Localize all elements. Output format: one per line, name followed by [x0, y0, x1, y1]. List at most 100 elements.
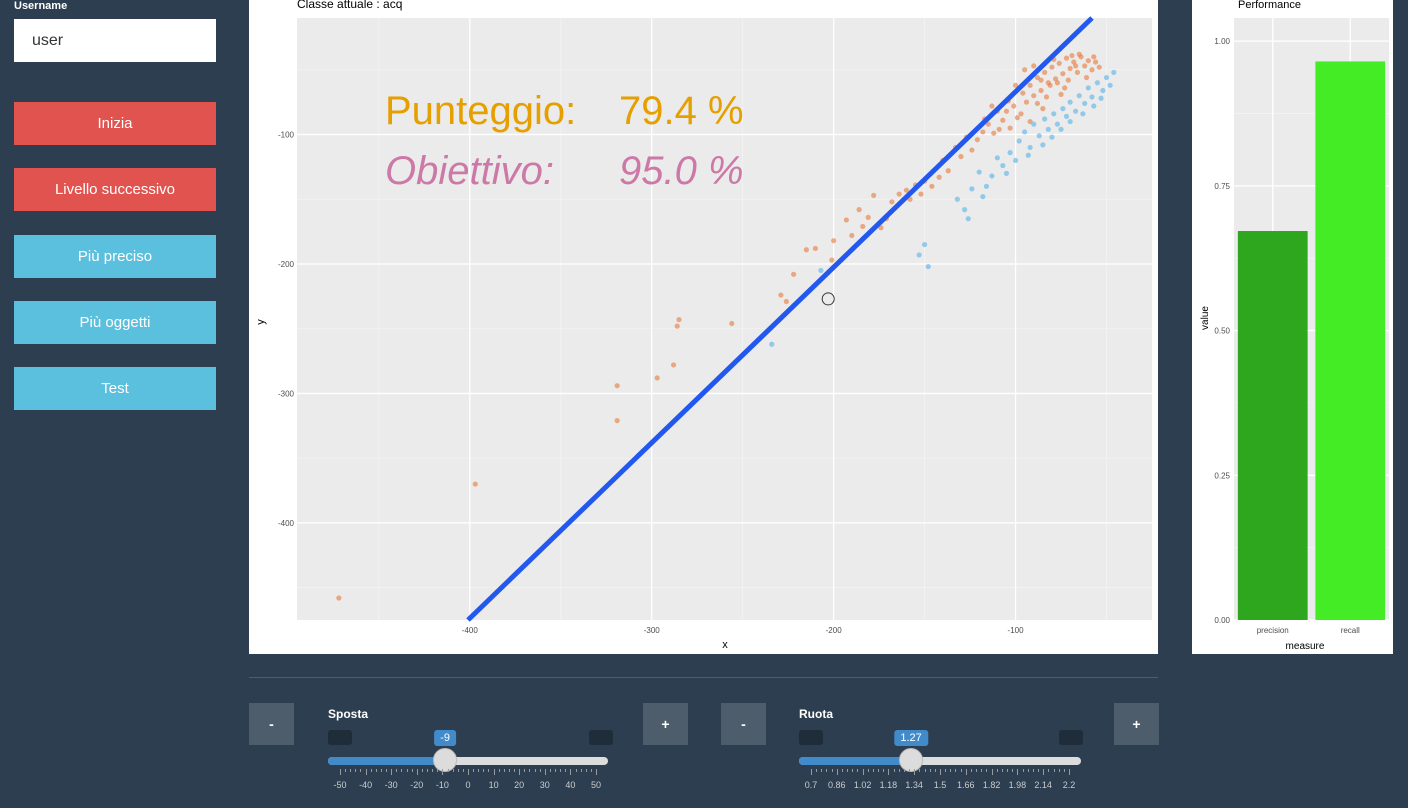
sposta-value-bubble: -9: [434, 730, 456, 746]
sposta-minor-tick: [452, 769, 454, 772]
sposta-slider-handle[interactable]: [433, 748, 458, 772]
data-point-blue: [1063, 113, 1070, 119]
data-point-blue: [1025, 152, 1031, 158]
sposta-minor-tick: [473, 769, 475, 772]
ruota-minor-tick: [1007, 769, 1009, 772]
data-point-blue: [1042, 116, 1048, 122]
test-button[interactable]: Test: [14, 367, 216, 410]
data-point-orange: [991, 130, 997, 136]
data-point-orange: [1049, 64, 1055, 70]
ruota-minor-tick: [924, 769, 926, 772]
sposta-tick-label: 30: [539, 780, 550, 790]
data-point-orange: [918, 191, 924, 197]
data-point-orange: [1065, 77, 1071, 83]
sposta-tick-label: 0: [465, 780, 471, 790]
data-point-blue: [1000, 162, 1006, 169]
piu-preciso-button[interactable]: Più preciso: [14, 235, 216, 278]
sposta-tick-label: 40: [565, 780, 576, 790]
sposta-slider-track[interactable]: [328, 757, 608, 765]
data-point-blue: [980, 194, 986, 200]
data-point-orange: [472, 481, 478, 487]
sposta-minor-tick: [457, 769, 459, 772]
sposta-minus-button[interactable]: -: [249, 703, 294, 745]
sposta-minor-tick: [478, 769, 480, 772]
data-point-orange: [654, 375, 660, 381]
sposta-max-marker: [589, 730, 613, 745]
data-point-orange: [812, 245, 819, 252]
ruota-minor-tick: [872, 769, 874, 772]
inizia-button[interactable]: Inizia: [14, 102, 216, 145]
performance-panel: 0.00 0.25 0.50 0.75 1.00 precision recall Perf…: [1192, 0, 1393, 654]
data-point-orange: [1038, 77, 1044, 83]
data-point-orange: [945, 168, 951, 174]
data-point-blue: [1098, 95, 1104, 101]
livello-successivo-button[interactable]: Livello successivo: [14, 168, 216, 211]
piu-oggetti-button[interactable]: Più oggetti: [14, 301, 216, 344]
ruota-tick-label: 1.66: [957, 780, 975, 790]
target-label: Obiettivo:: [385, 149, 554, 193]
sposta-minor-tick: [498, 769, 500, 772]
ruota-slider-handle[interactable]: [899, 748, 924, 772]
username-input[interactable]: [14, 19, 216, 62]
data-point-orange: [1018, 111, 1024, 117]
data-point-orange: [856, 207, 862, 213]
data-point-orange: [1083, 74, 1090, 81]
ruota-tick-label: 2.2: [1062, 780, 1076, 790]
ruota-minor-tick: [826, 769, 828, 772]
ruota-slider-fill: [799, 757, 912, 765]
data-point-blue: [1016, 138, 1022, 144]
data-point-blue: [1089, 94, 1095, 100]
ruota-minor-tick: [970, 769, 972, 772]
sposta-minor-tick: [462, 769, 464, 772]
ruota-tick: [836, 769, 838, 775]
data-point-orange: [865, 214, 871, 220]
sposta-minor-tick: [447, 769, 449, 772]
y-tick-label: -400: [278, 519, 295, 528]
data-point-orange: [1000, 117, 1006, 123]
sposta-tick: [340, 769, 341, 775]
data-point-blue: [1051, 111, 1057, 117]
ruota-minor-tick: [883, 769, 885, 772]
ruota-minor-tick: [1053, 769, 1055, 772]
data-point-blue: [1103, 74, 1110, 81]
data-point-orange: [729, 320, 735, 327]
data-point-blue: [1012, 157, 1019, 164]
sposta-tick: [493, 769, 495, 775]
ruota-tick: [991, 769, 993, 775]
data-point-orange: [1091, 54, 1097, 60]
sposta-tick-label: 20: [514, 780, 525, 790]
ruota-minus-button[interactable]: -: [721, 703, 766, 745]
data-point-orange: [778, 292, 784, 298]
decision-line: [466, 16, 1094, 622]
ruota-tick: [862, 769, 864, 775]
data-point-orange: [958, 153, 964, 160]
ruota-minor-tick: [909, 769, 911, 772]
score-label: Punteggio:: [385, 89, 576, 133]
data-point-orange: [849, 232, 855, 239]
x-tick-label: -300: [644, 626, 661, 635]
ruota-slider-track[interactable]: [799, 757, 1081, 765]
scatter-plot[interactable]: -400 -300 -200 -100 -100 -200 -300 -400 Classe …: [249, 0, 1158, 654]
data-point-orange: [903, 187, 910, 193]
ruota-plus-button[interactable]: +: [1114, 703, 1159, 745]
ruota-minor-tick: [919, 769, 921, 772]
data-point-orange: [878, 225, 884, 231]
ruota-tick: [1043, 769, 1045, 775]
data-point-orange: [1072, 63, 1079, 69]
data-point-blue: [1091, 103, 1097, 109]
data-point-orange: [829, 257, 835, 263]
data-point-blue: [1067, 99, 1073, 105]
sposta-plus-button[interactable]: +: [643, 703, 688, 745]
data-point-blue: [1007, 150, 1013, 156]
data-point-orange: [676, 317, 682, 323]
data-point-blue: [1080, 111, 1086, 117]
perf-x-axis-label: measure: [1286, 641, 1325, 652]
ruota-minor-tick: [878, 769, 880, 772]
sposta-tick: [391, 769, 393, 775]
ruota-minor-tick: [898, 769, 900, 772]
ruota-minor-tick: [831, 769, 833, 772]
y-tick-label: -300: [278, 389, 295, 398]
sposta-minor-tick: [488, 769, 490, 772]
data-point-orange: [1034, 100, 1040, 107]
x-axis-label: x: [722, 639, 728, 651]
